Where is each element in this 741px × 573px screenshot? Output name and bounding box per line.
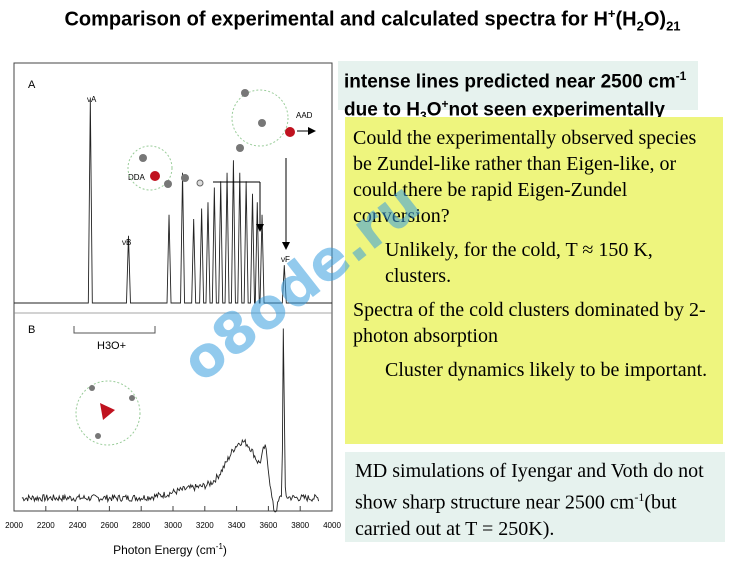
x-axis-ticks: 2000 2200 2400 2600 2800 3000 3200 3400 3600 3800… bbox=[5, 506, 341, 530]
arrow-head bbox=[282, 242, 290, 250]
x-tick-label: 3000 bbox=[164, 521, 182, 530]
x-axis-label: Photon Energy (cm-1) bbox=[113, 542, 227, 557]
spectra-figure: A B νA νB νF DDA AAD H3O+ 2000 2200 2400 26… bbox=[5, 62, 341, 557]
x-tick-label: 3400 bbox=[228, 521, 246, 530]
x-tick-label: 3200 bbox=[196, 521, 214, 530]
cluster-molecule-bottom bbox=[75, 380, 141, 446]
panel-a-spectrum bbox=[14, 99, 332, 304]
callout-top: intense lines predicted near 2500 cm-1 d… bbox=[338, 61, 698, 123]
x-tick-label: 2400 bbox=[69, 521, 87, 530]
discussion-box: Could the experimentally observed specie… bbox=[345, 117, 723, 444]
arrow-head bbox=[308, 127, 316, 135]
x-tick-label: 2600 bbox=[101, 521, 119, 530]
panel-b-line bbox=[21, 328, 320, 513]
arrow-head bbox=[256, 224, 264, 232]
h3o-label: H3O+ bbox=[97, 340, 126, 352]
panel-a-line bbox=[14, 99, 332, 304]
x-tick-label: 3600 bbox=[260, 521, 278, 530]
x-tick-label: 3800 bbox=[291, 521, 309, 530]
plot-frame bbox=[13, 62, 333, 512]
h3o-bracket bbox=[73, 326, 156, 334]
x-tick-label: 2200 bbox=[37, 521, 55, 530]
conclusion-text: Cluster dynamics likely to be important. bbox=[385, 359, 708, 381]
vf-label: νF bbox=[281, 255, 290, 264]
vb-label: νB bbox=[122, 238, 131, 247]
cluster-molecule-top-right bbox=[231, 89, 295, 152]
question-text: Could the experimentally observed specie… bbox=[353, 127, 697, 227]
x-tick-label: 4000 bbox=[323, 521, 341, 530]
answer-text: Unlikely, for the cold, T ≈ 150 K, clust… bbox=[385, 239, 653, 287]
panel-b-label: B bbox=[28, 324, 35, 336]
panel-a-label: A bbox=[28, 79, 36, 91]
observation-text: Spectra of the cold clusters dominated b… bbox=[353, 299, 706, 347]
va-label: νA bbox=[87, 95, 97, 104]
x-tick-label: 2000 bbox=[5, 521, 23, 530]
aad-label: AAD bbox=[296, 111, 313, 120]
md-simulation-box: MD simulations of Iyengar and Voth do no… bbox=[345, 452, 725, 542]
slide-title: Comparison of experimental and calculate… bbox=[64, 6, 681, 34]
dda-label: DDA bbox=[128, 173, 146, 182]
cluster-molecule-top-left bbox=[127, 145, 204, 191]
panel-b-spectrum bbox=[21, 328, 320, 513]
x-tick-label: 2800 bbox=[132, 521, 150, 530]
